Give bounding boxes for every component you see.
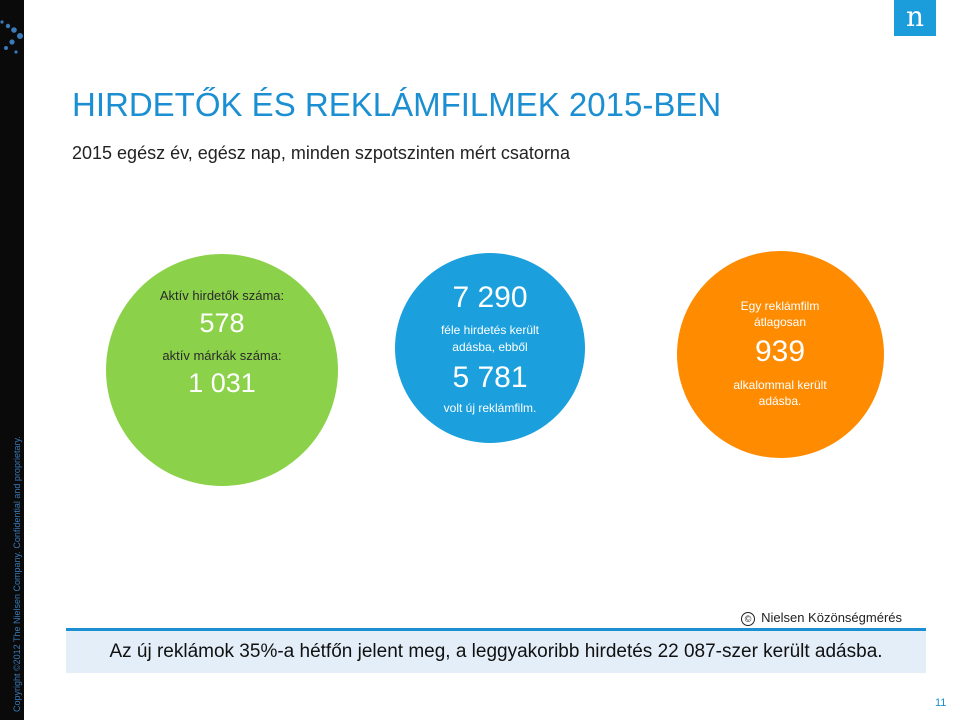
- sidebar: Copyright ©2012 The Nielsen Company. Con…: [0, 0, 24, 720]
- source-note: © Nielsen Közönségmérés: [741, 610, 902, 626]
- ad-types-label-1: féle hirdetés került: [440, 323, 540, 337]
- new-commercials-value: 5 781: [452, 361, 528, 394]
- page-number: 11: [935, 697, 947, 709]
- active-brands-label: aktív márkák száma:: [162, 348, 282, 363]
- new-commercials-label: volt új reklámfilm.: [443, 401, 537, 415]
- avg-airings-label-2: átlagosan: [753, 315, 807, 329]
- source-label: Nielsen Közönségmérés: [761, 610, 902, 625]
- advertisers-circle: Aktív hirdetők száma: 578 aktív márkák s…: [106, 254, 338, 486]
- avg-airings-label-3: alkalommal került: [733, 378, 827, 392]
- avg-airings-label-4: adásba.: [758, 394, 802, 408]
- page-title: HIRDETŐK ÉS REKLÁMFILMEK 2015-BEN: [72, 86, 722, 123]
- page-subtitle: 2015 egész év, egész nap, minden szpotsz…: [72, 143, 570, 163]
- ad-types-value: 7 290: [452, 281, 528, 314]
- avg-airings-value: 939: [754, 335, 806, 368]
- highlight-text: Az új reklámok 35%-a hétfőn jelent meg, …: [109, 641, 883, 662]
- highlight-bar-border: [66, 628, 926, 631]
- avg-airings-label-1: Egy reklámfilm: [740, 299, 820, 313]
- decorative-dots: [0, 20, 23, 54]
- ad-types-label-2: adásba, ebből: [452, 340, 528, 354]
- highlight-bar: Az új reklámok 35%-a hétfőn jelent meg, …: [66, 631, 926, 673]
- active-advertisers-value: 578: [199, 308, 245, 338]
- nielsen-logo: n: [894, 0, 936, 36]
- active-advertisers-label: Aktív hirdetők száma:: [159, 288, 285, 303]
- active-brands-value: 1 031: [188, 368, 256, 398]
- airings-circle: Egy reklámfilm átlagosan 939 alkalommal …: [677, 251, 884, 458]
- copyright-symbol: ©: [741, 611, 756, 626]
- ads-circle: 7 290 féle hirdetés került adásba, ebből…: [395, 253, 585, 443]
- copyright-vertical-text: Copyright ©2012 The Nielsen Company. Con…: [12, 436, 22, 712]
